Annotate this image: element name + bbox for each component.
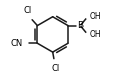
Text: OH: OH (89, 12, 101, 21)
Text: B: B (77, 21, 83, 30)
Text: Cl: Cl (24, 6, 32, 15)
Text: OH: OH (89, 30, 101, 39)
Text: Cl: Cl (51, 64, 60, 73)
Text: CN: CN (10, 39, 22, 48)
